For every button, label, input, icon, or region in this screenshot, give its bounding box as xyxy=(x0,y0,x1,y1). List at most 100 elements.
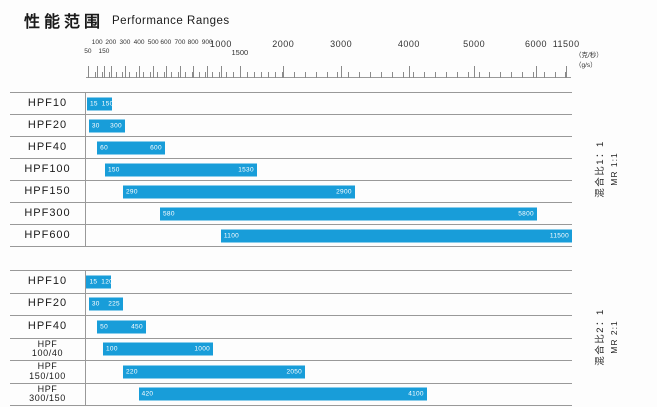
axis-tick xyxy=(103,66,105,78)
axis-tick xyxy=(205,72,207,78)
axis-tick xyxy=(543,72,545,78)
axis-tick xyxy=(179,66,181,78)
axis-tick xyxy=(163,72,165,78)
range-bar: 420 4100 xyxy=(138,387,427,401)
axis-tick-label: 900 xyxy=(201,39,213,46)
axis-tick xyxy=(478,72,480,78)
axis-tick-label: 5000 xyxy=(463,39,486,49)
model-label: HPF100 xyxy=(24,162,71,175)
axis-tick xyxy=(101,72,103,78)
model-label: HPF40 xyxy=(27,319,68,332)
axis-tick xyxy=(566,66,568,78)
model-label: HPF40 xyxy=(27,140,68,153)
axis-tick xyxy=(521,72,523,78)
axis-tick-label: 400 xyxy=(133,39,145,46)
axis-tick xyxy=(456,72,458,78)
axis-tick-label: 500 xyxy=(147,39,159,46)
bar-max-label: 4100 xyxy=(408,390,424,398)
bar-min-label: 60 xyxy=(100,144,109,151)
axis-tick xyxy=(260,72,262,78)
axis-tick xyxy=(150,72,152,78)
axis-tick xyxy=(337,72,339,78)
axis-tick-label: 4000 xyxy=(397,39,420,49)
axis-tick xyxy=(165,66,167,78)
axis-tick xyxy=(359,72,361,78)
model-label: HPF300 xyxy=(24,206,71,219)
range-bar: 150 1530 xyxy=(104,163,257,176)
axis-tick xyxy=(467,72,469,78)
axis-tick xyxy=(239,66,241,78)
mixing-ratio-1-en: MR 1:1 xyxy=(608,152,619,186)
axis-tick xyxy=(207,66,209,78)
bar-max-label: 2900 xyxy=(336,188,352,195)
mixing-ratio-2-zh: 混合比2：1 xyxy=(594,308,606,366)
bar-min-label: 50 xyxy=(100,323,109,331)
bar-max-label: 2050 xyxy=(286,368,303,376)
axis-tick-label: 6000 xyxy=(524,39,547,49)
axis-tick xyxy=(500,72,502,78)
axis-tick xyxy=(402,72,404,78)
page-title-en: Performance Ranges xyxy=(112,15,230,27)
axis-tick xyxy=(369,72,371,78)
bar-max-label: 150 xyxy=(101,100,113,107)
axis-tick xyxy=(326,72,328,78)
axis-tick xyxy=(380,72,382,78)
bar-min-label: 30 xyxy=(91,300,100,308)
axis-tick-label: 800 xyxy=(187,39,199,46)
axis-tick xyxy=(220,66,222,78)
axis-tick xyxy=(97,66,99,78)
axis-tick-label: 300 xyxy=(119,39,131,46)
bar-min-label: 100 xyxy=(106,345,118,353)
model-label: HPF 100/40 xyxy=(31,338,64,359)
axis-tick xyxy=(170,72,172,78)
axis-tick xyxy=(246,72,248,78)
axis-tick xyxy=(315,72,317,78)
axis-unit-label: （克/秒） （g/s） xyxy=(575,51,603,71)
table-row: HPF10 15120 xyxy=(10,271,572,294)
range-bar: 30 225 xyxy=(88,297,123,311)
model-label: HPF20 xyxy=(27,118,68,131)
bar-min-label: 15 xyxy=(89,100,98,107)
axis-tick xyxy=(226,72,228,78)
axis-tick xyxy=(283,66,285,78)
mixing-ratio-1-zh: 混合比1：1 xyxy=(594,140,606,198)
axis-tick-label: 3000 xyxy=(330,39,353,49)
table-row: HPF10 15 150 xyxy=(10,93,572,115)
axis-tick xyxy=(233,72,235,78)
axis-tick-label: 1000 xyxy=(209,39,232,49)
axis-unit-zh: （克/秒） xyxy=(575,52,603,59)
bar-max-label: 225 xyxy=(108,300,120,308)
mixing-ratio-label-2: 混合比2：1 MR 2:1 xyxy=(593,282,619,392)
group-ratio-2-1: HPF10 15120 HPF20 30 225 HPF40 50 450 HPF100/40 1… xyxy=(10,270,572,406)
axis-tick xyxy=(193,66,195,78)
axis-tick xyxy=(341,66,343,78)
axis-tick xyxy=(424,72,426,78)
range-bar: 220 2050 xyxy=(122,365,306,379)
axis-tick xyxy=(267,72,269,78)
axis-tick xyxy=(129,72,131,78)
model-label: HPF600 xyxy=(24,228,71,241)
axis-tick xyxy=(274,72,276,78)
axis-tick xyxy=(445,72,447,78)
table-row: HPF100 150 1530 xyxy=(10,159,572,181)
bar-max-label: 600 xyxy=(150,144,162,151)
bar-min-label: 420 xyxy=(141,390,154,398)
bar-min-label: 30 xyxy=(91,122,100,129)
table-row: HPF40 60 600 xyxy=(10,137,572,159)
range-bar: 15 150 xyxy=(86,97,113,110)
table-row: HPF 100/40 100 1000 xyxy=(10,338,572,361)
range-bar: 30 300 xyxy=(88,119,125,132)
axis-tick xyxy=(122,72,124,78)
axis-tick xyxy=(253,72,255,78)
axis-tick-label: 50 xyxy=(84,48,92,55)
axis-tick xyxy=(115,72,117,78)
bar-min-label: 1100 xyxy=(223,232,240,239)
axis-tick xyxy=(198,72,200,78)
axis-tick xyxy=(184,72,186,78)
axis-tick xyxy=(157,72,159,78)
axis-tick xyxy=(554,72,556,78)
axis-tick xyxy=(110,66,112,78)
axis-tick xyxy=(219,72,221,78)
bar-max-label: 1530 xyxy=(238,166,254,173)
bar-min-label: 15 xyxy=(89,278,98,286)
